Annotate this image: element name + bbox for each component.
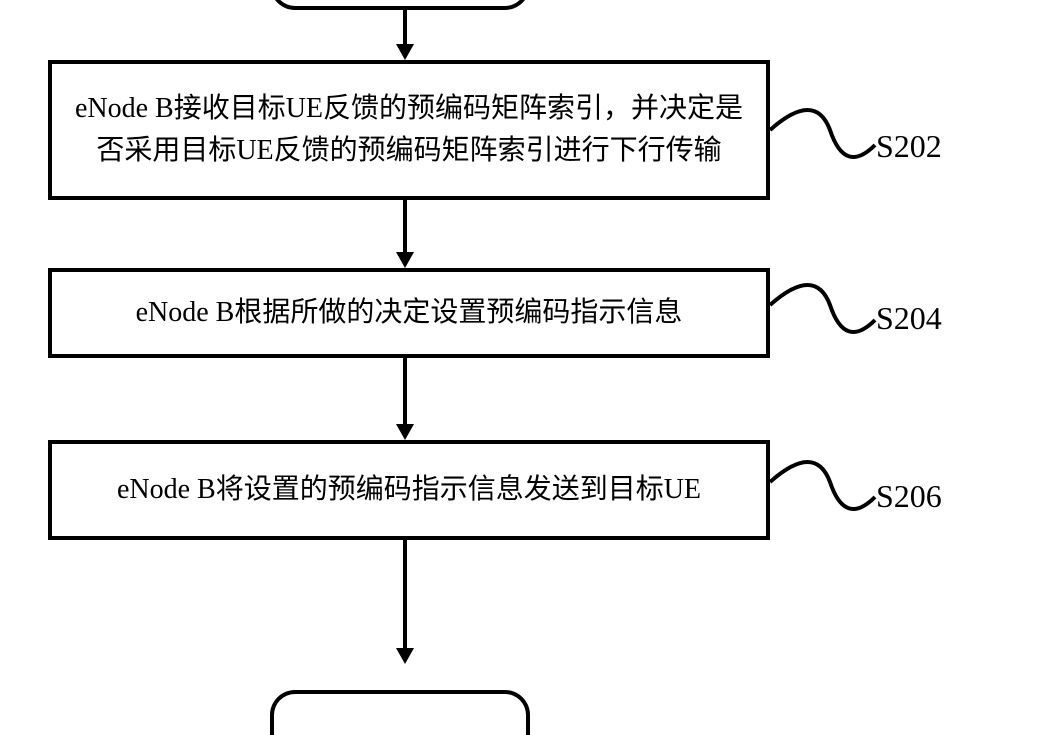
process-box-1: eNode B接收目标UE反馈的预编码矩阵索引，并决定是否采用目标UE反馈的预编… [48,60,770,200]
label-connector-3 [770,452,880,532]
terminal-end [270,690,530,735]
step-label-2: S204 [876,300,942,337]
arrow-3 [390,540,420,668]
terminal-start [270,0,530,10]
label-connector-1 [770,100,880,180]
arrow-0 [390,10,420,65]
arrow-1 [390,200,420,272]
process-box-2: eNode B根据所做的决定设置预编码指示信息 [48,268,770,358]
arrow-2 [390,358,420,444]
step-label-1: S202 [876,128,942,165]
process-box-3: eNode B将设置的预编码指示信息发送到目标UE [48,440,770,540]
step-label-3: S206 [876,478,942,515]
flowchart-container: eNode B接收目标UE反馈的预编码矩阵索引，并决定是否采用目标UE反馈的预编… [0,0,1050,700]
process-text-3: eNode B将设置的预编码指示信息发送到目标UE [117,469,701,511]
process-text-1: eNode B接收目标UE反馈的预编码矩阵索引，并决定是否采用目标UE反馈的预编… [72,88,746,172]
process-text-2: eNode B根据所做的决定设置预编码指示信息 [136,292,683,334]
label-connector-2 [770,275,880,355]
